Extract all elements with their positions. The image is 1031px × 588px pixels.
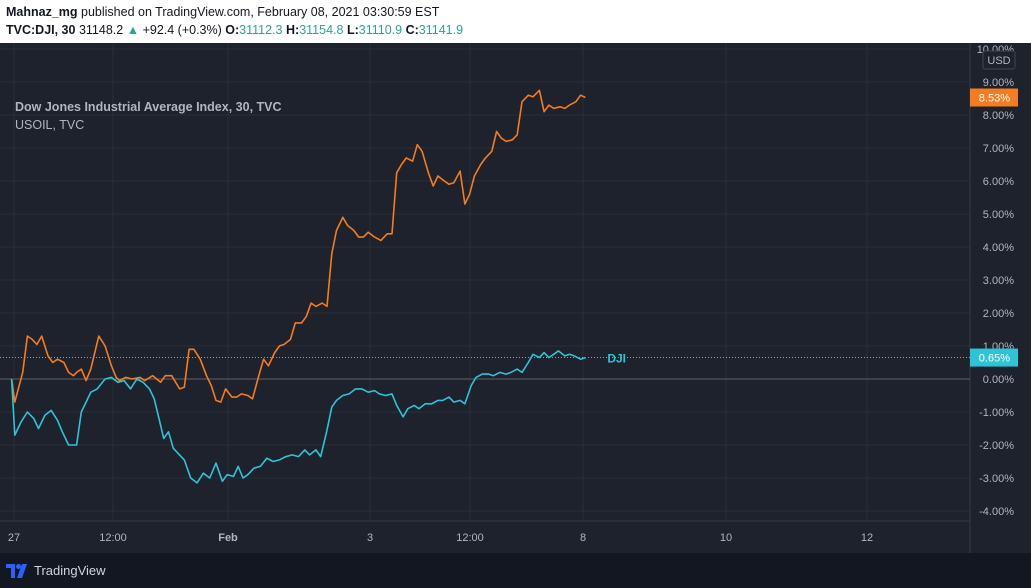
y-tick-label: 5.00% bbox=[983, 209, 1014, 221]
currency-unit-label: USD bbox=[987, 55, 1010, 67]
x-tick-label: 27 bbox=[8, 532, 20, 544]
plot-background[interactable] bbox=[0, 43, 970, 521]
tradingview-logo[interactable]: TradingView bbox=[6, 563, 106, 578]
chart-canvas[interactable]: 10.00%9.00%8.00%7.00%6.00%5.00%4.00%3.00… bbox=[0, 43, 1031, 553]
x-tick-label: 12:00 bbox=[456, 532, 484, 544]
last-value-label-dji: 0.65% bbox=[979, 353, 1010, 365]
footer-bar: TradingView bbox=[0, 553, 1031, 588]
published-text: published on TradingView.com, February 0… bbox=[77, 5, 440, 19]
series-name-label-dji: DJI bbox=[607, 352, 626, 366]
symbol-label: TVC:DJI, 30 bbox=[6, 23, 76, 37]
high-label: H: bbox=[285, 23, 300, 37]
tradingview-brand-label: TradingView bbox=[34, 563, 106, 578]
symbol-ohlc-line: TVC:DJI, 30 31148.2 ▲ +92.4 (+0.3%) O:31… bbox=[6, 23, 463, 37]
legend-main-series[interactable]: Dow Jones Industrial Average Index, 30, … bbox=[15, 100, 282, 114]
x-tick-label: 12 bbox=[861, 532, 873, 544]
y-tick-label: 8.00% bbox=[983, 110, 1014, 122]
tradingview-logo-icon bbox=[6, 563, 27, 578]
open-value: 31112.3 bbox=[239, 23, 283, 37]
price-change: +92.4 (+0.3%) bbox=[142, 23, 222, 37]
low-value: 31110.9 bbox=[358, 23, 403, 37]
x-tick-label: 12:00 bbox=[99, 532, 127, 544]
x-tick-label: 8 bbox=[580, 532, 586, 544]
last-value-badge-dji bbox=[970, 348, 1018, 367]
last-value-label-usoil: 8.53% bbox=[979, 93, 1010, 105]
close-label: C: bbox=[405, 23, 419, 37]
series-line-usoil[interactable] bbox=[10, 89, 586, 403]
y-tick-label: -2.00% bbox=[979, 440, 1014, 452]
last-price: 31148.2 bbox=[78, 23, 124, 37]
change-up-icon: ▲ bbox=[126, 23, 140, 37]
x-tick-label: 10 bbox=[720, 532, 732, 544]
x-tick-label: Feb bbox=[218, 532, 238, 544]
publish-header: Mahnaz_mg published on TradingView.com, … bbox=[0, 0, 1031, 43]
legend-compare-series[interactable]: USOIL, TVC bbox=[15, 118, 85, 132]
y-tick-label: 4.00% bbox=[983, 242, 1014, 254]
last-value-badge-usoil bbox=[970, 88, 1018, 107]
low-label: L: bbox=[346, 23, 359, 37]
y-tick-label: 2.00% bbox=[983, 308, 1014, 320]
y-tick-label: 3.00% bbox=[983, 275, 1014, 287]
y-tick-label: -4.00% bbox=[979, 506, 1014, 518]
publish-info: Mahnaz_mg published on TradingView.com, … bbox=[6, 5, 439, 19]
y-tick-label: 7.00% bbox=[983, 143, 1014, 155]
y-tick-label: 9.00% bbox=[983, 77, 1014, 89]
open-label: O: bbox=[225, 23, 240, 37]
y-tick-label: 6.00% bbox=[983, 176, 1014, 188]
high-value: 31154.8 bbox=[299, 23, 344, 37]
chart-legend: Dow Jones Industrial Average Index, 30, … bbox=[15, 98, 282, 134]
close-value: 31141.9 bbox=[418, 23, 464, 37]
author-name[interactable]: Mahnaz_mg bbox=[6, 5, 78, 19]
y-tick-label: 0.00% bbox=[983, 374, 1014, 386]
x-tick-label: 3 bbox=[367, 532, 373, 544]
chart-area[interactable]: 10.00% 9.00% 8.00% 7.00% 6.00% 5.00% 4.00% 3.00… bbox=[0, 43, 1031, 553]
currency-unit-button[interactable] bbox=[982, 50, 1016, 70]
y-tick-label: -3.00% bbox=[979, 473, 1014, 485]
y-tick-label: -1.00% bbox=[979, 407, 1014, 419]
series-line-dji[interactable] bbox=[10, 350, 586, 484]
